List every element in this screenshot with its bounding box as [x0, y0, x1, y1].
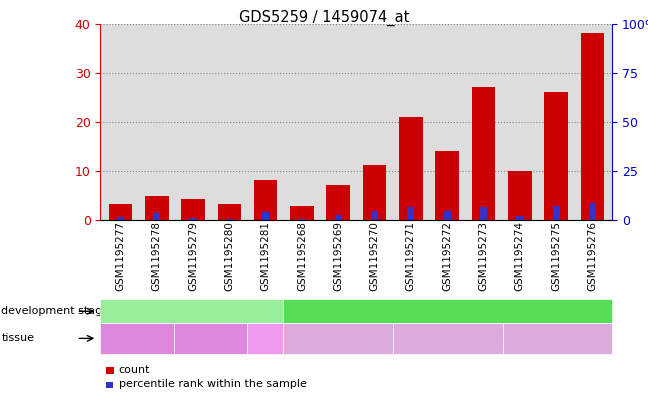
Text: adult: adult	[433, 305, 463, 318]
Bar	[363, 165, 386, 220]
Text: subventricular zone: subventricular zone	[502, 333, 613, 343]
Bar	[298, 219, 305, 220]
Bar	[480, 208, 487, 220]
Text: percentile rank within the sample: percentile rank within the sample	[119, 379, 307, 389]
Bar	[218, 204, 241, 220]
Bar	[553, 206, 560, 220]
Bar	[117, 217, 124, 220]
Bar	[472, 87, 495, 220]
Bar	[262, 212, 269, 220]
Bar	[435, 151, 459, 220]
Bar	[254, 180, 277, 220]
Bar	[327, 185, 350, 220]
Text: striatum: striatum	[424, 333, 471, 343]
Bar	[189, 218, 196, 220]
Text: GDS5259 / 1459074_at: GDS5259 / 1459074_at	[239, 10, 409, 26]
Bar	[589, 204, 596, 220]
Bar	[516, 216, 524, 220]
Text: ventral
forebrain: ventral forebrain	[185, 328, 235, 349]
Bar	[109, 204, 132, 220]
Bar	[399, 117, 422, 220]
Bar	[153, 213, 160, 220]
Text: development stage: development stage	[1, 306, 110, 316]
Bar	[408, 208, 415, 220]
Bar	[290, 206, 314, 220]
Bar	[444, 211, 451, 220]
Text: embryonic day E14.5: embryonic day E14.5	[129, 305, 255, 318]
Text: tissue: tissue	[1, 333, 34, 343]
Bar	[371, 211, 378, 220]
Bar	[508, 171, 531, 220]
Text: dorsal
forebrain: dorsal forebrain	[111, 328, 163, 349]
Bar	[145, 195, 168, 220]
Bar	[544, 92, 568, 220]
Text: count: count	[119, 365, 150, 375]
Bar	[226, 219, 233, 220]
Text: spinal
cord: spinal cord	[251, 329, 279, 348]
Bar	[335, 215, 341, 220]
Bar	[581, 33, 604, 220]
Bar	[181, 200, 205, 220]
Text: neocortex: neocortex	[310, 333, 366, 343]
